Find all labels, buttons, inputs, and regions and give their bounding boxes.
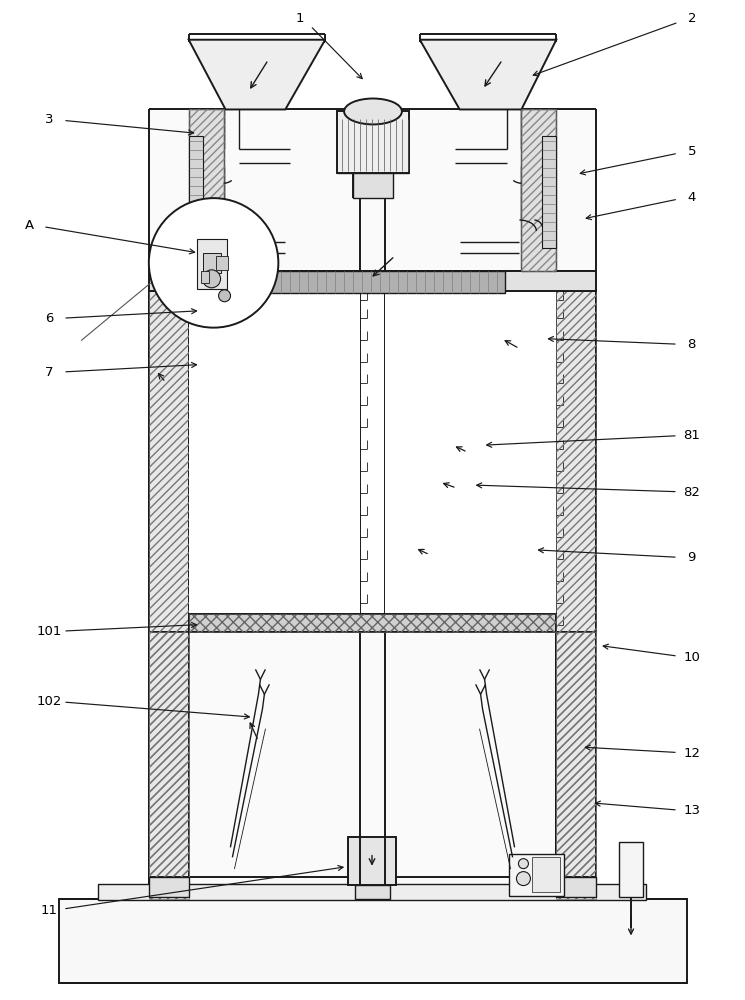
Bar [188,309,360,331]
Bar [188,136,203,248]
Bar [385,291,557,309]
Bar [241,271,504,293]
Bar [385,440,557,462]
Bar [557,632,596,899]
Bar [188,594,360,616]
Bar [149,271,596,291]
Text: 81: 81 [683,429,700,442]
Text: 2: 2 [688,12,696,25]
Text: 1: 1 [296,12,305,25]
Bar [385,418,557,440]
Bar [215,256,227,270]
Circle shape [516,872,530,886]
Bar [188,418,360,440]
Text: A: A [25,219,34,232]
Bar [385,309,557,331]
Bar [188,462,360,484]
Bar [557,877,596,897]
Circle shape [218,290,230,302]
Text: 3: 3 [45,113,54,126]
Bar [542,136,557,248]
Bar [188,374,360,396]
Bar [353,173,393,198]
Circle shape [519,859,528,869]
Bar [385,396,557,418]
Bar [188,528,360,550]
Bar [188,484,360,506]
Bar [188,109,224,271]
Bar [188,331,360,353]
Text: 6: 6 [45,312,54,325]
Ellipse shape [344,99,402,124]
Bar [188,109,224,271]
Bar [188,506,360,528]
Polygon shape [420,40,557,109]
Bar [385,484,557,506]
Bar [533,857,560,892]
Bar [385,594,557,616]
Polygon shape [149,289,188,899]
Text: 101: 101 [37,625,62,638]
Bar [385,462,557,484]
Bar [385,506,557,528]
Bar [188,396,360,418]
Bar [149,632,188,899]
Bar [385,616,557,628]
Bar [385,353,557,374]
Bar [149,289,188,899]
Bar [149,877,188,897]
Text: 5: 5 [688,145,696,158]
Bar [98,884,646,900]
Polygon shape [188,40,325,109]
Bar [619,842,643,897]
Bar [385,374,557,396]
Text: 10: 10 [683,651,700,664]
Bar [522,109,557,271]
Bar [200,271,209,283]
Bar [188,550,360,572]
Bar [385,550,557,572]
Text: 13: 13 [683,804,700,817]
Bar [188,614,557,632]
Bar [197,239,226,289]
Bar [385,528,557,550]
Text: 12: 12 [683,747,700,760]
Text: 102: 102 [37,695,62,708]
Text: 11: 11 [41,904,57,917]
Bar [385,572,557,594]
Polygon shape [149,632,188,899]
Bar [355,885,390,899]
Bar [188,440,360,462]
Bar [203,253,221,273]
Text: 4: 4 [688,191,696,204]
Bar [188,616,360,628]
Circle shape [203,270,221,288]
Circle shape [149,198,279,328]
Polygon shape [557,632,596,899]
Bar [149,109,596,271]
Bar [188,632,557,899]
Bar [510,854,564,896]
Text: 9: 9 [688,551,696,564]
Bar [348,837,396,885]
Text: 82: 82 [683,486,700,499]
Text: 7: 7 [45,366,54,379]
Bar [188,291,360,309]
Bar [188,353,360,374]
Bar [385,331,557,353]
Polygon shape [557,289,596,899]
Bar [188,572,360,594]
Bar [522,109,557,271]
Bar [188,614,557,632]
Bar [337,111,409,173]
Text: 8: 8 [688,338,696,351]
Bar [557,289,596,899]
Bar [59,899,687,983]
